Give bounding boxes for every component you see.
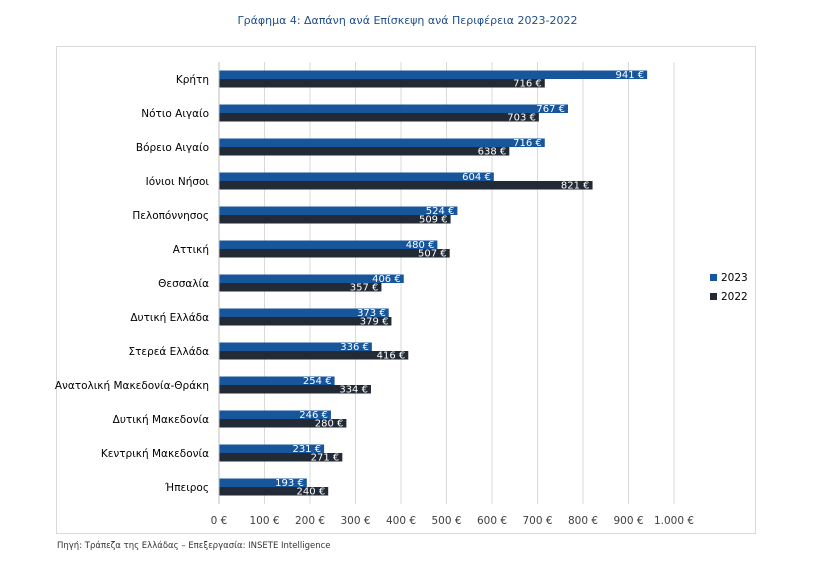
data-label: 271 € <box>311 453 340 464</box>
data-label: 416 € <box>377 351 406 362</box>
bar-2023 <box>219 104 568 113</box>
bar-2023 <box>219 444 325 453</box>
bar-2023 <box>219 172 494 181</box>
x-tick-label: 300 € <box>340 515 370 527</box>
category-label: Θεσσαλία <box>158 278 209 290</box>
data-label: 941 € <box>616 70 645 81</box>
data-label: 821 € <box>561 181 590 192</box>
category-label: Βόρειο Αιγαίο <box>136 142 209 154</box>
x-tick-label: 900 € <box>613 515 643 527</box>
legend-label-2023: 2023 <box>721 272 748 284</box>
bar-2023 <box>219 138 545 147</box>
bar-2022 <box>219 113 539 122</box>
category-label: Στερεά Ελλάδα <box>128 346 209 358</box>
category-label: Ανατολική Μακεδονία-Θράκη <box>55 380 209 392</box>
data-label: 240 € <box>297 487 326 498</box>
bar-2023 <box>219 478 307 487</box>
data-label: 231 € <box>292 444 321 455</box>
bar-2023 <box>219 308 389 317</box>
data-label: 767 € <box>536 104 565 115</box>
x-tick-label: 200 € <box>295 515 325 527</box>
x-tick-label: 600 € <box>477 515 507 527</box>
bar-2022 <box>219 79 545 88</box>
legend-swatch-2022 <box>710 293 717 300</box>
data-label: 357 € <box>350 283 379 294</box>
data-label: 373 € <box>357 308 386 319</box>
bar-2023 <box>219 274 404 283</box>
x-tick-label: 100 € <box>249 515 279 527</box>
bar-2022 <box>219 351 409 360</box>
data-label: 507 € <box>418 249 447 260</box>
category-label: Πελοπόννησος <box>132 210 209 222</box>
bar-2022 <box>219 249 450 258</box>
bar-2023 <box>219 240 438 249</box>
data-label: 334 € <box>339 385 368 396</box>
data-label: 716 € <box>513 79 542 90</box>
chart-title: Γράφημα 4: Δαπάνη ανά Επίσκεψη ανά Περιφ… <box>237 14 578 27</box>
x-tick-label: 0 € <box>211 515 228 527</box>
data-label: 406 € <box>372 274 401 285</box>
bar-2022 <box>219 181 593 190</box>
category-label: Ήπειρος <box>164 482 209 494</box>
data-label: 638 € <box>478 147 507 158</box>
data-label: 480 € <box>406 240 435 251</box>
data-label: 703 € <box>507 113 536 124</box>
data-label: 379 € <box>360 317 389 328</box>
bar-2023 <box>219 70 648 79</box>
category-label: Δυτική Μακεδονία <box>113 414 209 426</box>
bar-2022 <box>219 419 347 428</box>
bar-2022 <box>219 147 510 156</box>
x-tick-label: 1.000 € <box>654 515 694 527</box>
data-label: 280 € <box>315 419 344 430</box>
data-label: 254 € <box>303 376 332 387</box>
bar-2023 <box>219 206 458 215</box>
category-label: Ιόνιοι Νήσοι <box>146 176 210 188</box>
bar-2023 <box>219 410 331 419</box>
bar-2022 <box>219 283 382 292</box>
x-tick-label: 400 € <box>386 515 416 527</box>
legend-swatch-2023 <box>710 274 717 281</box>
data-label: 524 € <box>426 206 455 217</box>
x-tick-label: 700 € <box>522 515 552 527</box>
category-label: Δυτική Ελλάδα <box>130 312 209 324</box>
category-label: Κεντρική Μακεδονία <box>101 448 209 460</box>
category-label: Νότιο Αιγαίο <box>141 108 209 120</box>
source-note: Πηγή: Τράπεζα της Ελλάδας – Επεξεργασία:… <box>57 541 331 551</box>
bar-2022 <box>219 215 451 224</box>
data-label: 246 € <box>299 410 328 421</box>
data-label: 336 € <box>340 342 369 353</box>
x-tick-label: 500 € <box>431 515 461 527</box>
data-label: 716 € <box>513 138 542 149</box>
bar-2023 <box>219 376 335 385</box>
category-label: Κρήτη <box>176 74 209 86</box>
data-label: 193 € <box>275 478 304 489</box>
data-label: 604 € <box>462 172 491 183</box>
bar-2022 <box>219 385 371 394</box>
legend-label-2022: 2022 <box>721 291 748 303</box>
category-label: Αττική <box>173 244 209 256</box>
data-label: 509 € <box>419 215 448 226</box>
bar-2022 <box>219 453 343 462</box>
chart-frame <box>56 46 756 534</box>
bar-2022 <box>219 317 392 326</box>
x-tick-label: 800 € <box>568 515 598 527</box>
bar-2023 <box>219 342 372 351</box>
bar-2022 <box>219 487 329 496</box>
